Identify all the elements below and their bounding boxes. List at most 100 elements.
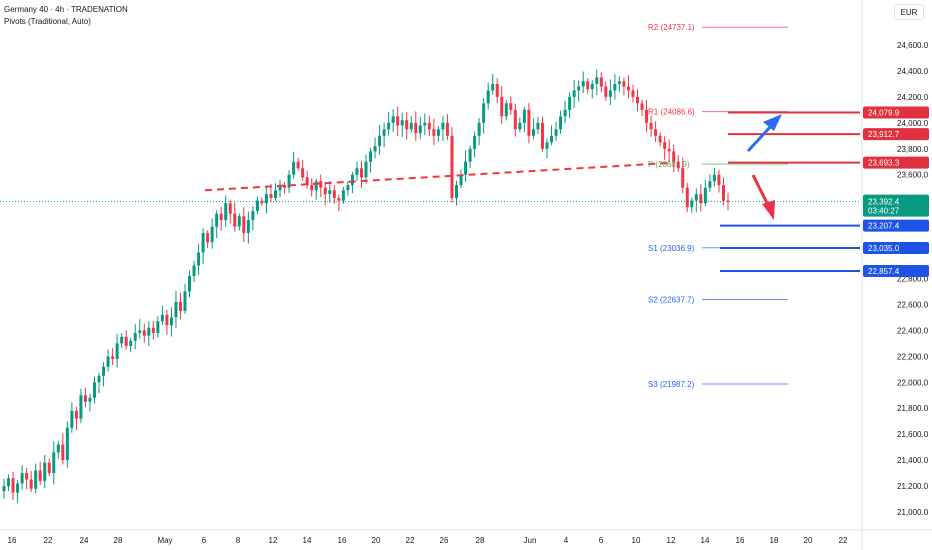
price-tick-label: 22,800.0 <box>897 275 929 284</box>
candle-body <box>455 185 458 199</box>
candle-body <box>382 129 386 136</box>
candle-body <box>504 103 508 117</box>
candle-body <box>341 190 345 201</box>
candle-body <box>255 200 259 212</box>
candle-body <box>296 161 300 169</box>
candle-body <box>726 200 730 202</box>
time-tick-label: 10 <box>632 536 641 545</box>
candle-body <box>559 116 563 130</box>
candle-body <box>491 83 495 91</box>
candle-body <box>120 336 124 344</box>
candle-body <box>251 211 255 221</box>
pivot-label: S1 (23036.9) <box>648 244 695 253</box>
candle-body <box>608 90 612 97</box>
price-tick-label: 23,800.0 <box>897 145 929 154</box>
candle-body <box>509 103 513 110</box>
candle-body <box>590 83 594 90</box>
candle-body <box>459 174 463 186</box>
time-axis[interactable]: 16 22 24 28 May 6 8 12 14 16 20 22 26 28 Jun 4 6 10 12 14 16… <box>0 529 932 545</box>
candle-body <box>690 200 694 208</box>
candle-body <box>400 120 404 126</box>
candle-body <box>332 190 336 199</box>
time-tick-label: 28 <box>476 536 485 545</box>
level-tag <box>863 128 929 141</box>
pivot-label: P (23681.9) <box>648 160 690 169</box>
symbol-title[interactable]: Germany 40 · 4h · TRADENATION <box>4 5 128 14</box>
candle-body <box>138 330 142 333</box>
chart-header: Germany 40 · 4h · TRADENATION Pivots (Tr… <box>4 4 128 28</box>
time-tick-label: 26 <box>440 536 449 545</box>
candle-body <box>102 366 106 376</box>
candle-body <box>387 122 391 130</box>
price-tick-label: 22,600.0 <box>897 300 929 309</box>
candle-body <box>34 470 38 489</box>
candle-body <box>432 129 436 136</box>
candle-body <box>572 90 576 97</box>
candle-body <box>681 168 685 188</box>
candle-body <box>197 252 201 266</box>
candle-body <box>183 291 187 311</box>
candle-body <box>301 168 305 178</box>
trendline <box>204 162 669 192</box>
candle-body <box>188 275 192 292</box>
level-tag-label: 24,079.9 <box>868 108 900 117</box>
arrow-down-head <box>762 200 775 220</box>
candle-body <box>373 146 377 152</box>
candle-body <box>545 142 549 149</box>
candle-body <box>25 473 29 480</box>
candle-body <box>486 90 490 104</box>
candle-body <box>151 327 155 333</box>
candle-body <box>228 203 232 214</box>
candle-body <box>631 90 635 97</box>
candle-body <box>70 410 74 428</box>
time-tick-label: 16 <box>338 536 347 545</box>
time-tick-label: Jun <box>524 536 537 545</box>
candle-body <box>38 470 42 481</box>
level-tag-label: 23,207.4 <box>868 222 900 231</box>
candle-body <box>477 122 481 136</box>
indicator-title[interactable]: Pivots (Traditional, Auto) <box>4 17 91 26</box>
candle-body <box>224 203 228 221</box>
time-tick-label: 14 <box>701 536 710 545</box>
time-tick-label: 6 <box>202 536 207 545</box>
price-axis[interactable]: 24,600.0 24,400.0 24,200.0 24,000.0 23,800.0… <box>861 0 929 550</box>
candle-body <box>717 174 721 186</box>
candle-body <box>124 336 128 346</box>
candle-body <box>654 129 658 136</box>
candle-body <box>464 161 468 175</box>
candle-body <box>319 181 323 188</box>
candle-body <box>550 135 554 143</box>
candle-body <box>83 395 87 402</box>
currency-button[interactable]: EUR <box>894 4 924 20</box>
candle-body <box>663 142 667 149</box>
candle-body <box>79 395 83 419</box>
level-tag-label: 22,857.4 <box>868 267 900 276</box>
candle-body <box>111 356 115 359</box>
level-tag <box>863 156 929 169</box>
price-tick-label: 21,200.0 <box>897 482 929 491</box>
candle-body <box>473 135 477 149</box>
level-tag <box>863 242 929 255</box>
candles <box>2 69 730 504</box>
arrow-down-icon <box>751 174 775 220</box>
candle-body <box>16 483 20 493</box>
time-tick-label: 24 <box>80 536 89 545</box>
annotations <box>0 111 860 273</box>
candle-body <box>310 185 314 191</box>
candle-body <box>206 233 210 243</box>
candle-body <box>323 187 327 195</box>
candle-body <box>414 122 418 134</box>
candle-body <box>278 185 282 191</box>
candle-body <box>65 427 69 461</box>
candle-body <box>43 462 47 481</box>
candle-body <box>703 187 707 204</box>
candle-body <box>147 327 151 336</box>
arrow-down-shaft <box>751 174 770 206</box>
candle-body <box>219 213 223 221</box>
time-tick-label: 22 <box>839 536 848 545</box>
level-tag-label: 23,693.3 <box>868 159 900 168</box>
candle-body <box>246 220 250 234</box>
candle-body <box>418 125 422 134</box>
candle-body <box>192 265 196 276</box>
